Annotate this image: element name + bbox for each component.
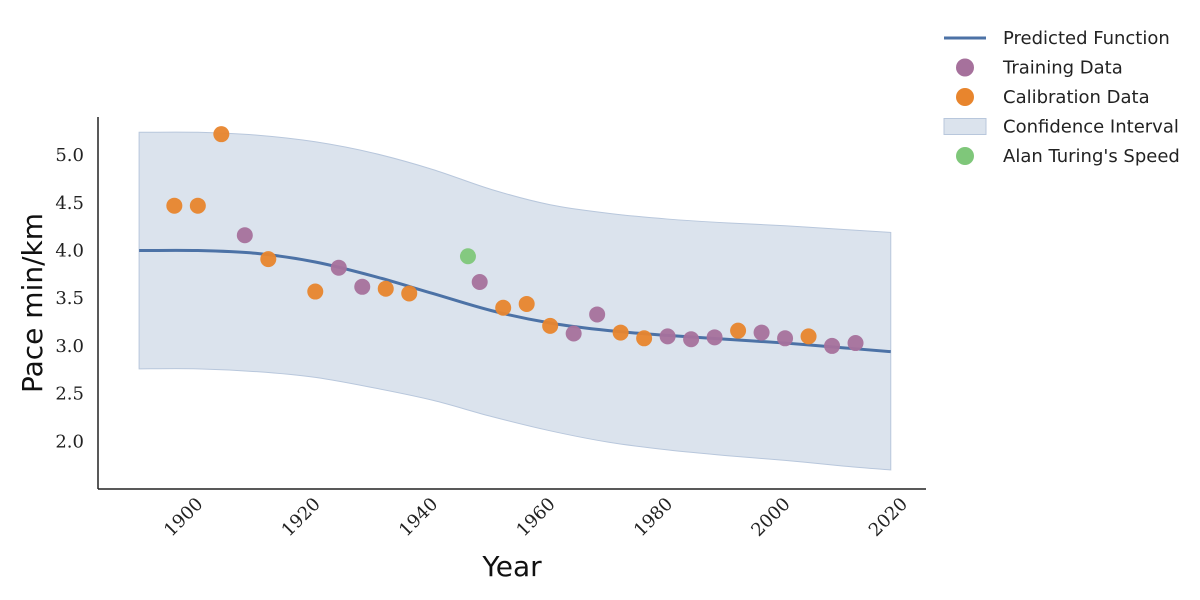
- y-tick-label: 3.0: [55, 336, 84, 357]
- training-point: [847, 335, 864, 352]
- x-tick-label: 2020: [865, 494, 912, 541]
- y-ticks: 2.0 2.5 3.0 3.5 4.0 4.5 5.0: [55, 145, 84, 452]
- training-point: [589, 306, 606, 323]
- legend: Predicted Function Training Data Calibrati…: [943, 28, 1180, 167]
- training-point: [683, 331, 700, 348]
- training-point: [824, 337, 841, 354]
- calibration-point: [800, 328, 817, 345]
- y-tick-label: 4.5: [55, 193, 84, 214]
- training-point: [565, 325, 582, 342]
- axes: [97, 117, 926, 490]
- x-ticks: 1900 1920 1940 1960 1980 2000 2020: [160, 494, 912, 541]
- x-tick-label: 1920: [278, 494, 325, 541]
- y-tick-label: 2.5: [55, 384, 84, 405]
- training-point: [330, 259, 347, 276]
- calibration-point: [307, 283, 324, 300]
- y-tick-label: 5.0: [55, 145, 84, 166]
- x-tick-label: 1980: [630, 494, 677, 541]
- legend-label-training-data: Training Data: [1002, 58, 1123, 79]
- x-tick-label: 1900: [160, 494, 207, 541]
- legend-label-predicted-function: Predicted Function: [1003, 28, 1170, 49]
- confidence-band-layer: [138, 131, 892, 471]
- confidence-interval-band: [138, 131, 892, 471]
- calibration-point: [401, 285, 418, 302]
- calibration-point: [377, 280, 394, 297]
- y-tick-label: 3.5: [55, 288, 84, 309]
- y-tick-label: 4.0: [55, 241, 84, 262]
- training-point: [471, 274, 488, 291]
- x-tick-label: 1940: [395, 494, 442, 541]
- legend-swatch-confidence-interval: [943, 118, 987, 135]
- training-point: [753, 324, 770, 341]
- legend-label-confidence-interval: Confidence Interval: [1003, 117, 1179, 138]
- training-point: [777, 330, 794, 347]
- x-tick-label: 2000: [747, 494, 794, 541]
- calibration-point: [495, 299, 512, 316]
- calibration-point: [518, 295, 535, 312]
- legend-swatch-calibration-data: [956, 88, 974, 106]
- turing-point: [459, 248, 476, 265]
- calibration-point: [636, 330, 653, 347]
- legend-swatch-training-data: [956, 58, 974, 77]
- training-point: [354, 278, 371, 295]
- calibration-point: [612, 324, 629, 341]
- calibration-point: [189, 197, 206, 214]
- x-tick-label: 1960: [512, 494, 559, 541]
- points-layer: [166, 126, 864, 354]
- calibration-point: [260, 251, 277, 268]
- y-tick-label: 2.0: [55, 431, 84, 452]
- calibration-point: [730, 322, 747, 339]
- calibration-point: [213, 126, 230, 143]
- training-point: [706, 329, 723, 346]
- y-axis-title: Pace min/km: [16, 213, 49, 393]
- calibration-point: [166, 197, 183, 214]
- legend-label-alan-turing-s-speed: Alan Turing's Speed: [1003, 146, 1180, 167]
- calibration-point: [542, 317, 559, 334]
- training-point: [236, 227, 253, 244]
- legend-swatch-alan-turing-s-speed: [956, 147, 974, 165]
- legend-label-calibration-data: Calibration Data: [1003, 87, 1150, 108]
- x-axis-title: Year: [481, 550, 542, 583]
- training-point: [659, 328, 676, 345]
